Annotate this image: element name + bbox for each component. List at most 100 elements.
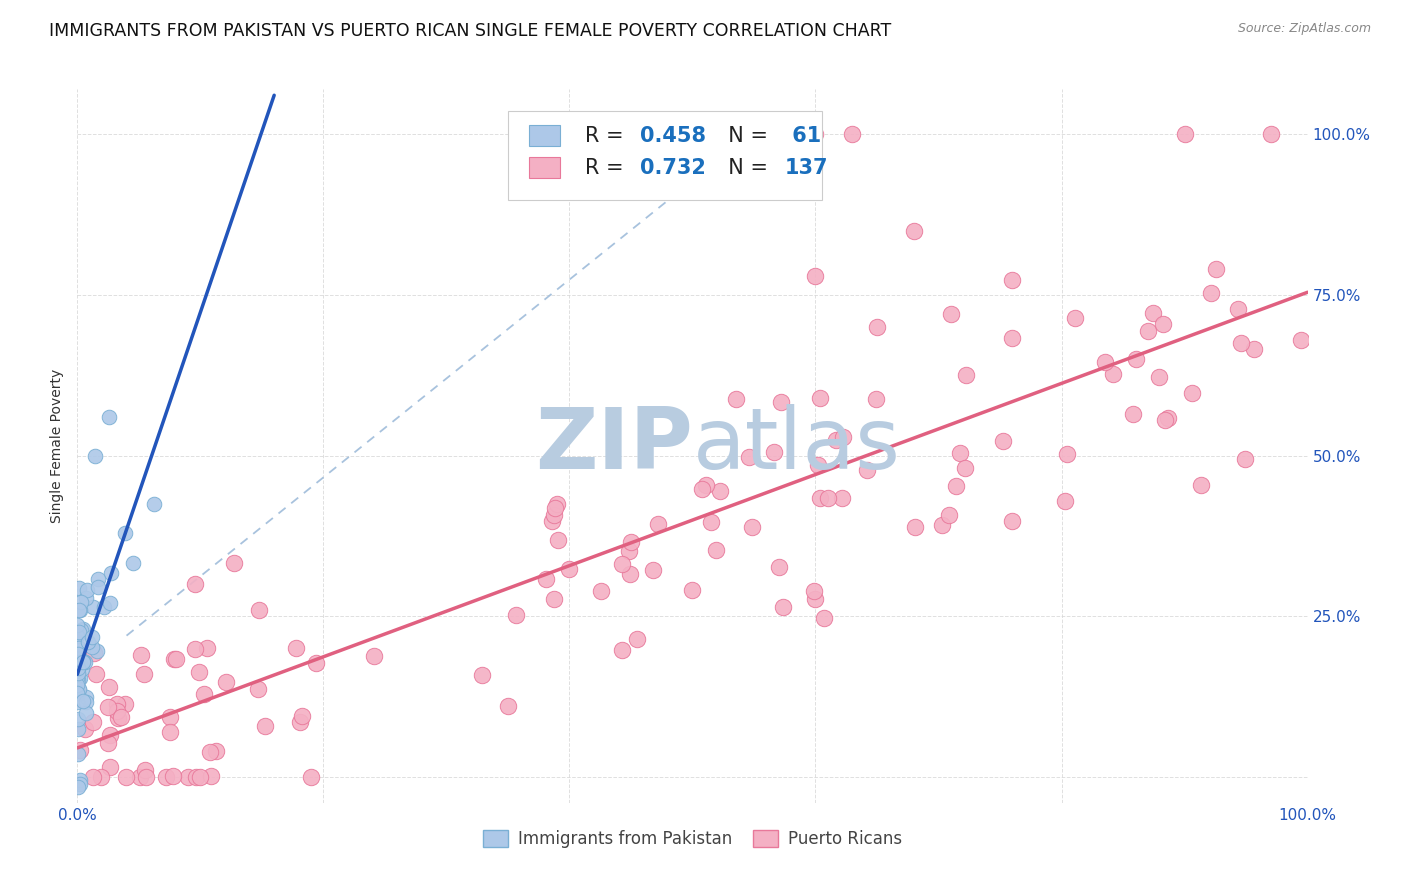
Point	[498, 698, 520, 713]
Point	[75, 690, 97, 705]
Point	[505, 608, 527, 623]
Point	[772, 600, 794, 615]
Point	[700, 515, 723, 529]
Point	[254, 719, 277, 733]
Point	[186, 770, 208, 784]
Point	[188, 665, 211, 679]
Point	[305, 656, 328, 670]
Point	[128, 770, 150, 784]
Point	[98, 410, 121, 425]
Point	[66, 722, 89, 736]
Point	[66, 657, 89, 672]
Point	[135, 770, 157, 784]
Text: N =: N =	[714, 126, 775, 145]
Point	[193, 687, 215, 701]
Point	[291, 708, 314, 723]
Point	[762, 445, 785, 459]
Point	[177, 770, 200, 784]
Point	[83, 646, 105, 660]
Point	[66, 630, 89, 644]
Point	[66, 671, 89, 685]
Point	[536, 572, 558, 586]
Point	[831, 491, 853, 506]
Point	[114, 525, 136, 540]
Point	[704, 543, 727, 558]
Point	[619, 566, 641, 581]
Point	[114, 697, 136, 711]
Text: ZIP: ZIP	[534, 404, 693, 488]
Point	[949, 446, 972, 460]
Point	[66, 640, 89, 655]
Point	[620, 534, 643, 549]
Point	[1157, 411, 1180, 425]
Point	[1094, 355, 1116, 369]
Point	[97, 699, 120, 714]
Point	[953, 461, 976, 475]
Point	[86, 580, 108, 594]
Point	[75, 591, 97, 605]
Point	[105, 697, 128, 711]
Point	[695, 478, 717, 492]
Point	[67, 603, 90, 617]
Point	[247, 602, 270, 616]
Point	[73, 723, 96, 737]
Point	[82, 600, 104, 615]
Point	[67, 780, 90, 794]
Point	[1243, 342, 1265, 356]
Point	[73, 655, 96, 669]
Point	[163, 652, 186, 666]
Point	[991, 434, 1014, 449]
Point	[1125, 351, 1147, 366]
Point	[1000, 331, 1022, 345]
FancyBboxPatch shape	[529, 157, 560, 178]
Point	[1056, 447, 1078, 461]
Point	[67, 648, 90, 662]
Point	[1122, 407, 1144, 421]
Point	[363, 648, 385, 663]
Point	[114, 770, 136, 784]
Point	[134, 764, 156, 778]
Point	[1234, 452, 1257, 467]
Point	[66, 695, 89, 709]
Point	[69, 773, 91, 788]
Point	[813, 611, 835, 625]
Point	[66, 686, 89, 700]
Point	[945, 479, 967, 493]
Text: Source: ZipAtlas.com: Source: ZipAtlas.com	[1237, 22, 1371, 36]
Point	[741, 519, 763, 533]
Point	[72, 622, 94, 636]
Point	[808, 391, 831, 405]
Point	[831, 430, 853, 444]
Point	[69, 657, 91, 672]
Point	[647, 517, 669, 532]
Point	[285, 641, 308, 656]
Point	[770, 395, 793, 409]
Point	[1102, 367, 1125, 381]
Point	[72, 694, 94, 708]
Point	[66, 660, 89, 674]
Point	[1181, 386, 1204, 401]
Point	[66, 713, 89, 727]
Point	[617, 544, 640, 558]
Point	[690, 482, 713, 496]
Point	[1063, 311, 1085, 326]
FancyBboxPatch shape	[529, 125, 560, 146]
Point	[155, 770, 177, 784]
Point	[66, 618, 89, 632]
Point	[67, 673, 90, 687]
Point	[626, 632, 648, 646]
Point	[77, 634, 100, 648]
Point	[84, 667, 107, 681]
Point	[72, 654, 94, 668]
Point	[66, 747, 89, 761]
Point	[159, 724, 181, 739]
Point	[841, 127, 863, 141]
Point	[1229, 336, 1251, 351]
Point	[1054, 494, 1077, 508]
Point	[1136, 324, 1159, 338]
Point	[804, 127, 827, 141]
Point	[83, 449, 105, 463]
Point	[803, 583, 825, 598]
Point	[904, 520, 927, 534]
Point	[1260, 127, 1282, 141]
